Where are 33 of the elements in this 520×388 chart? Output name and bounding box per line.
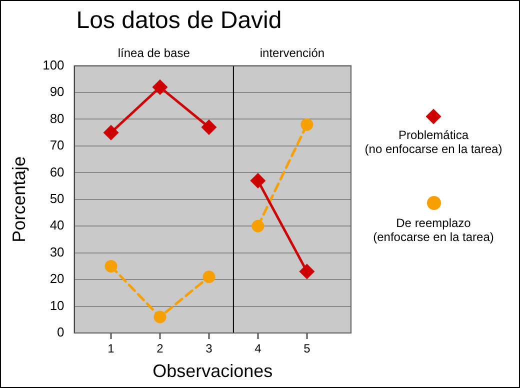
text: intervención (260, 46, 325, 60)
point (250, 173, 266, 188)
y-tick-label: 30 (50, 244, 64, 260)
y-tick-label: 70 (50, 138, 64, 153)
x-tick-label: 2 (156, 342, 164, 356)
chart-title: Los datos de David (76, 7, 282, 34)
y-tick-label: 0 (57, 324, 64, 340)
point (152, 80, 168, 94)
y-tick-label: 60 (50, 164, 64, 180)
y-tick-label: 20 (50, 271, 64, 286)
point (104, 125, 118, 140)
point (104, 260, 118, 272)
y-tick-label: 10 (50, 298, 64, 313)
point (154, 310, 166, 324)
y-tick-label: 80 (50, 110, 64, 126)
point (300, 264, 314, 279)
point (202, 120, 216, 135)
y-tick-label: 100 (42, 57, 64, 72)
y-tick-label: 40 (50, 218, 64, 233)
point (202, 270, 216, 284)
y-axis-title: Porcentaje (8, 156, 29, 242)
legend-label: De reemplazo (enfocarse en la tarea) (373, 216, 494, 244)
point (300, 118, 314, 131)
x-axis-title: Observaciones (152, 361, 273, 382)
point (252, 220, 264, 232)
x-tick-label: 4 (254, 342, 262, 356)
text: línea de base (118, 46, 190, 60)
legend-label: Problemática (no enfocarse en la tarea) (364, 128, 502, 156)
y-tick-label: 50 (50, 190, 64, 206)
y-tick-label: 90 (50, 84, 64, 100)
x-tick-label: 1 (108, 342, 115, 356)
x-tick-label: 3 (206, 342, 213, 356)
x-tick-label: 5 (304, 342, 311, 356)
